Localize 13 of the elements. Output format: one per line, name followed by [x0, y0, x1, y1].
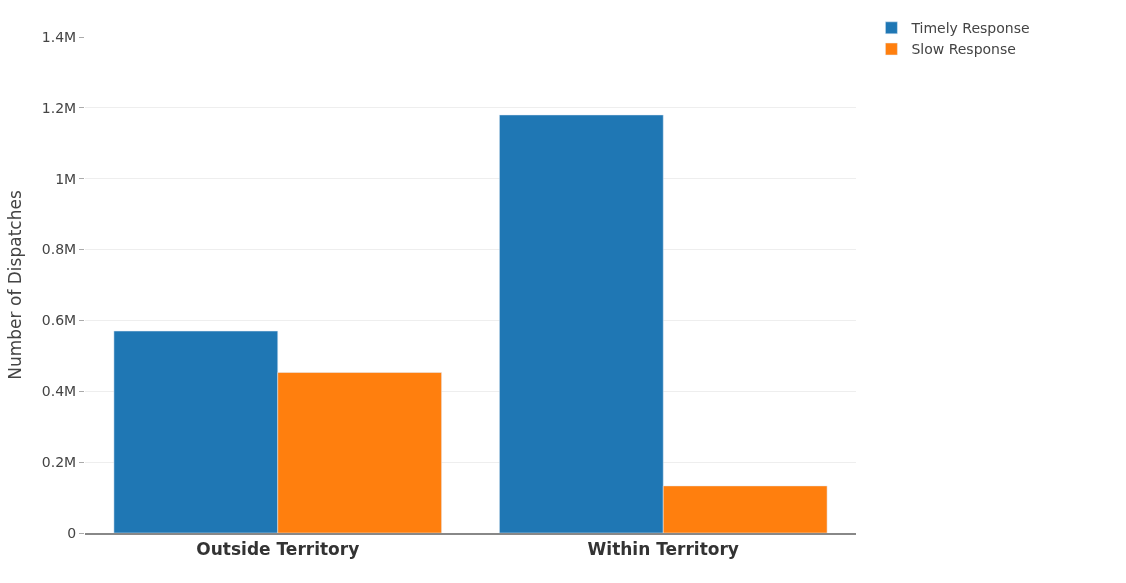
x-tick-label: Outside Territory — [196, 539, 360, 560]
y-tick-label: 1.4M — [41, 28, 77, 45]
y-tick-label: 0 — [67, 524, 77, 541]
legend-label: Timely Response — [910, 20, 1030, 37]
y-tick-label: 0.4M — [41, 383, 77, 400]
y-tick-label: 0.8M — [41, 241, 77, 258]
y-axis-title: Number of Dispatches — [5, 190, 26, 380]
y-tick-label: 0.2M — [41, 454, 77, 471]
y-tick-label: 1M — [55, 170, 77, 187]
legend-label: Slow Response — [911, 41, 1016, 58]
x-tick-label: Within Territory — [587, 539, 739, 560]
y-tick-label: 0.6M — [41, 312, 77, 329]
y-tick-label: 1.2M — [41, 99, 77, 116]
